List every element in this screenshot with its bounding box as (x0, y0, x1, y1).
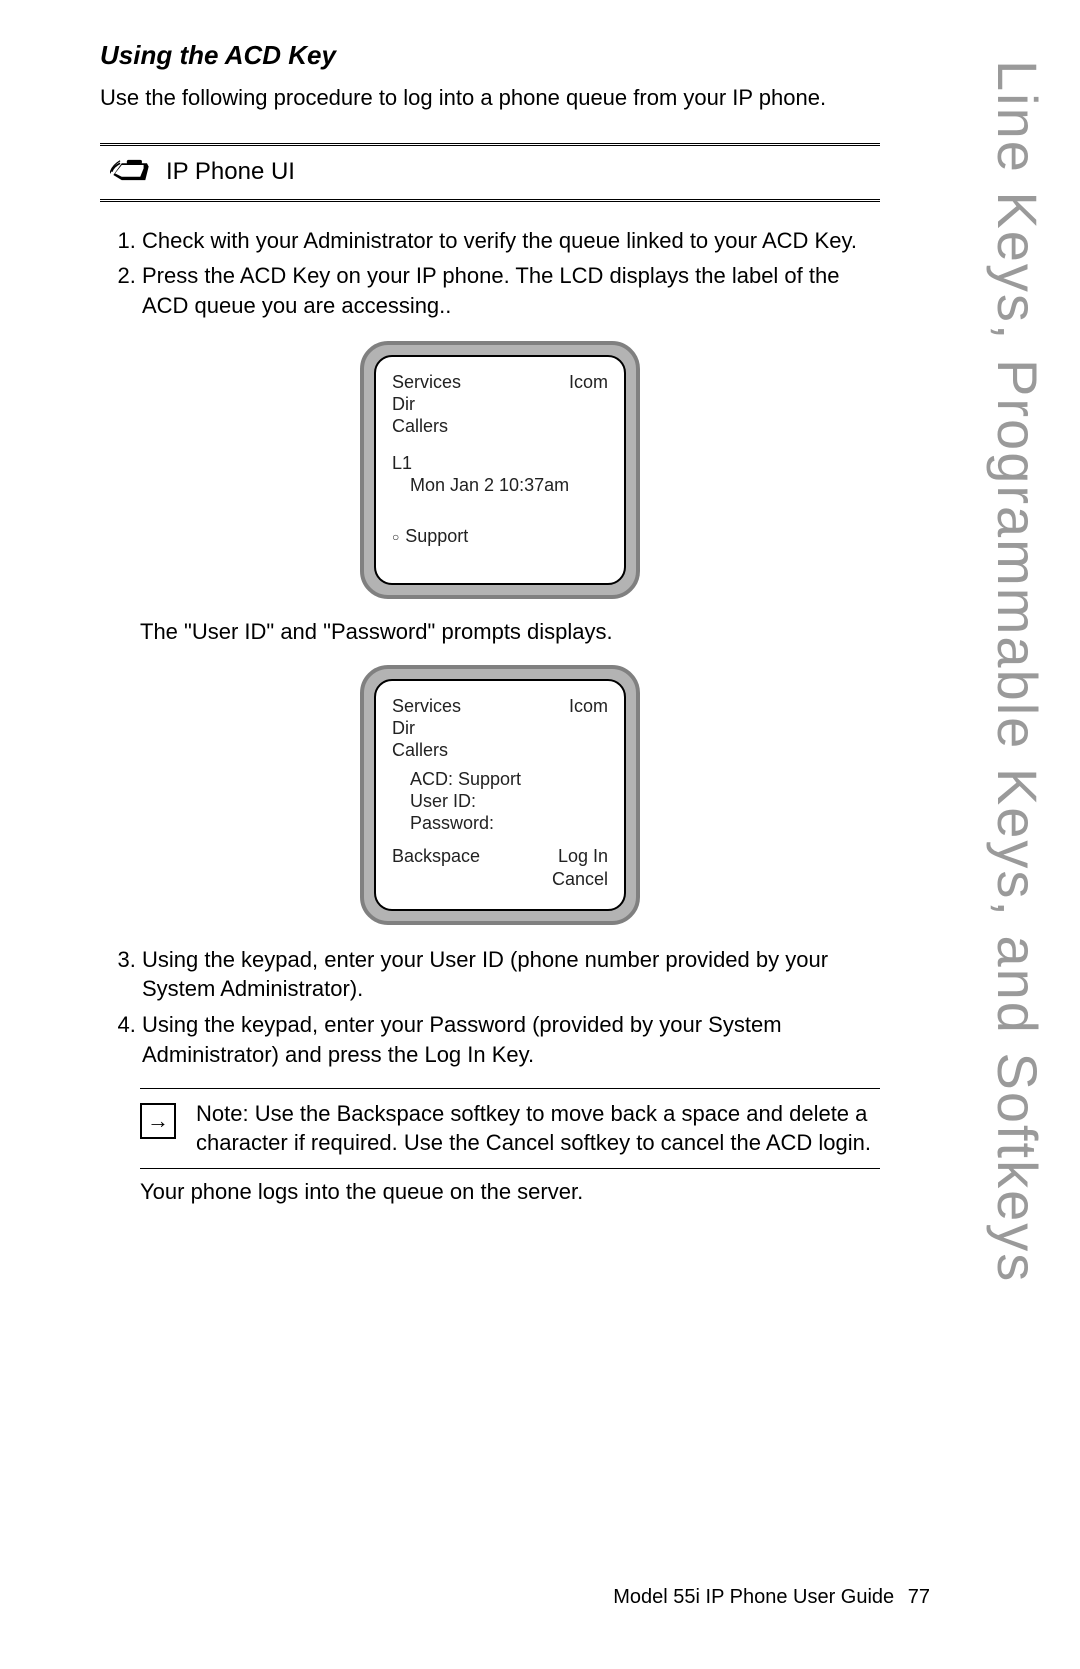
lcd2-userid: User ID: (410, 791, 608, 812)
lcd-screen-1: Services Dir Callers Icom L1 Mon Jan 2 1… (360, 341, 640, 599)
lcd2-acd: ACD: Support (410, 769, 608, 790)
step-4: Using the keypad, enter your Password (p… (142, 1010, 890, 1069)
lcd-screen-2: Services Dir Callers Icom ACD: Support U… (360, 665, 640, 925)
lcd1-dir: Dir (392, 394, 461, 415)
lcd1-icom: Icom (569, 372, 608, 437)
page: Line Keys, Programmable Keys, and Softke… (0, 0, 1080, 1669)
lcd1-support-label: Support (405, 526, 468, 546)
lcd2-services: Services (392, 696, 461, 717)
lcd1-line1: L1 (392, 453, 608, 474)
procedure-list: Check with your Administrator to verify … (100, 226, 890, 321)
lcd2-icom: Icom (569, 696, 608, 761)
lcd-inner-1: Services Dir Callers Icom L1 Mon Jan 2 1… (374, 355, 626, 585)
note-text: Note: Use the Backspace softkey to move … (196, 1099, 880, 1158)
page-footer: Model 55i IP Phone User Guide 77 (613, 1586, 930, 1609)
footer-guide-name: Model 55i IP Phone User Guide (613, 1586, 894, 1608)
section-heading: Using the ACD Key (100, 40, 900, 71)
after-note-text: Your phone logs into the queue on the se… (140, 1179, 880, 1205)
lcd-inner-2: Services Dir Callers Icom ACD: Support U… (374, 679, 626, 911)
chapter-title-vertical: Line Keys, Programmable Keys, and Softke… (985, 60, 1050, 1283)
phone-icon (110, 154, 152, 191)
lcd1-callers: Callers (392, 416, 461, 437)
lcd2-callers: Callers (392, 740, 461, 761)
step-3: Using the keypad, enter your User ID (ph… (142, 945, 890, 1004)
lcd2-password: Password: (410, 813, 608, 834)
lcd2-cancel: Cancel (552, 869, 608, 890)
procedure-list-2: Using the keypad, enter your User ID (ph… (100, 945, 890, 1070)
step-2: Press the ACD Key on your IP phone. The … (142, 261, 890, 320)
note-block: → Note: Use the Backspace softkey to mov… (140, 1088, 880, 1169)
intro-text: Use the following procedure to log into … (100, 83, 900, 113)
lcd1-datetime: Mon Jan 2 10:37am (410, 475, 608, 496)
footer-page-number: 77 (908, 1586, 930, 1608)
content-area: Using the ACD Key Use the following proc… (100, 40, 900, 1205)
between-screens-text: The "User ID" and "Password" prompts dis… (140, 619, 880, 645)
ip-phone-ui-label: IP Phone UI (166, 158, 295, 186)
lcd2-dir: Dir (392, 718, 461, 739)
ip-phone-ui-header: IP Phone UI (100, 143, 880, 202)
lcd2-login: Log In (558, 846, 608, 867)
lcd2-backspace: Backspace (392, 846, 480, 867)
step-1: Check with your Administrator to verify … (142, 226, 890, 256)
lcd1-services: Services (392, 372, 461, 393)
lcd1-support: Support (392, 526, 608, 547)
arrow-right-icon: → (140, 1103, 176, 1139)
